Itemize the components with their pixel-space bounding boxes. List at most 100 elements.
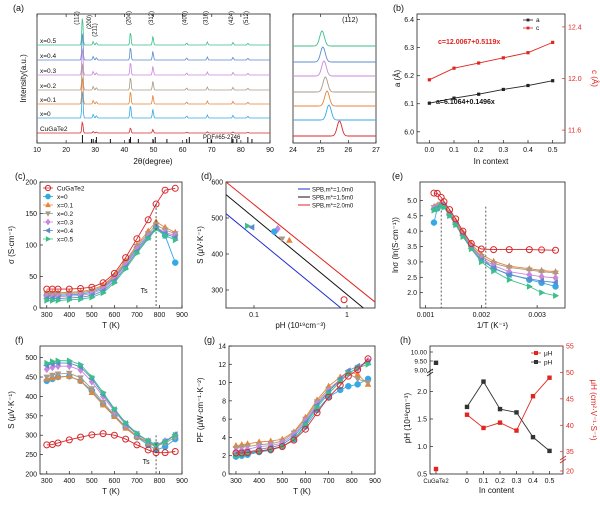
data-point: [344, 372, 352, 380]
zoom-peak-label: (112): [342, 17, 358, 24]
x-tick-label: 30: [91, 147, 99, 154]
legend-text: x=0.4: [57, 228, 73, 235]
legend-text: x=0.3: [57, 220, 73, 227]
y-tick-label: 500: [211, 216, 223, 223]
ts-label: Ts: [141, 288, 149, 295]
y2-tick-label: 50: [566, 370, 574, 377]
x-tick-label: 0.002: [473, 312, 491, 319]
data-point: [43, 374, 51, 381]
spb-line: [226, 194, 364, 308]
data-point: [134, 429, 141, 437]
data-point: [54, 285, 62, 293]
data-point: [364, 380, 372, 387]
data-point: [55, 357, 62, 365]
data-point: [44, 297, 51, 304]
y-axis-label: a (Å): [393, 70, 402, 88]
x-tick-label: 0.0: [424, 147, 434, 154]
data-point: [538, 246, 546, 254]
a-line: [429, 80, 553, 104]
panel-a-zoom: 24 25 26 27 (112): [289, 13, 380, 154]
muh-point: [433, 466, 439, 472]
data-point: [459, 227, 467, 235]
data-point: [446, 206, 454, 214]
x-tick-label: 0.1: [249, 312, 259, 319]
legend-text: SPB,m*=1.0m0: [312, 188, 354, 194]
x-axis-label: In content: [479, 486, 515, 495]
legend-swatch-marker: [526, 26, 530, 30]
x-tick-label: 0.4: [523, 147, 533, 154]
data-point: [171, 259, 179, 266]
data-point: [145, 235, 152, 242]
measured-point: [286, 236, 293, 243]
data-point: [99, 430, 107, 438]
data-point: [468, 245, 475, 253]
x-tick-label: 0.1: [449, 147, 459, 154]
data-point: [99, 279, 107, 287]
data-point: [526, 270, 533, 279]
peak-index-label: (400): [183, 11, 189, 25]
xrd-pattern: [37, 91, 270, 119]
y-tick-label: 3.0: [407, 259, 417, 266]
xrd-series-label: x=0.2: [40, 83, 56, 90]
axis-break: [426, 371, 434, 377]
x-tick-label: 400: [63, 478, 75, 485]
y-tick-label: 2: [222, 453, 226, 460]
measured-point: [248, 224, 255, 231]
data-point: [255, 447, 263, 455]
data-point: [526, 267, 533, 274]
legend-text: pH: [544, 360, 553, 367]
fit-c-label: c=12.0067+0.5119x: [438, 39, 500, 46]
data-point: [134, 249, 141, 257]
data-point: [355, 364, 362, 372]
data-point: [133, 235, 141, 243]
c-line: [429, 41, 553, 81]
x-tick-label: 600: [300, 478, 312, 485]
y-tick-label: 12: [218, 362, 226, 369]
y2-axis-label: μH (cm²·V⁻¹·S⁻¹): [589, 379, 598, 440]
data-point: [430, 219, 438, 226]
y-tick-label: 4.5: [407, 213, 417, 220]
x-tick-label: 800: [154, 478, 166, 485]
x-axis-label: 2θ(degree): [133, 157, 172, 166]
panel-g: (g) 300 400 500 600 700 800 900 0 2 4 6 8 10 12 14 T (K)…: [196, 335, 381, 496]
zoom-pattern: [293, 76, 376, 93]
data-point: [161, 186, 169, 194]
data-point: [100, 289, 107, 297]
data-point: [152, 200, 160, 208]
panel-label: (f): [15, 335, 24, 345]
x-tick-label: 24: [289, 147, 297, 154]
y-tick-label: 2.0: [417, 389, 427, 396]
y-tick-label: 2.0: [407, 290, 417, 297]
y-tick-label: 1.0: [417, 444, 427, 451]
peak-index-label: (312): [149, 11, 155, 25]
data-point: [364, 355, 372, 363]
y2-axis-label: c (Å): [590, 70, 599, 87]
muh-point: [497, 420, 503, 425]
c-point: [501, 56, 505, 60]
y-tick-label: 14: [218, 344, 226, 351]
y-tick-label: 8: [222, 398, 226, 405]
data-point: [65, 285, 73, 293]
data-point: [491, 267, 498, 275]
y-axis-label: S (μV·K⁻¹): [7, 391, 16, 429]
plot-frame: [36, 13, 271, 144]
x-tick-label: 0.003: [528, 312, 546, 319]
ph-point: [530, 434, 536, 440]
data-point: [111, 405, 118, 413]
xrd-pattern: [37, 120, 270, 134]
x-tick-label: 800: [154, 312, 166, 319]
y2-tick-label: 35: [566, 449, 574, 456]
x-tick-label: 0.3: [512, 478, 522, 485]
data-point: [525, 275, 532, 283]
y-tick-label: 6.1: [404, 101, 414, 108]
data-point: [552, 270, 559, 277]
axis-break: [559, 458, 567, 464]
y2-tick-label: 55: [566, 344, 574, 351]
data-point: [100, 389, 107, 396]
series-line: [235, 371, 369, 447]
x-tick-label: 500: [86, 312, 98, 319]
data-point: [66, 296, 73, 304]
muh-point: [547, 375, 552, 380]
data-point: [172, 431, 179, 439]
y-tick-label: 1.5: [417, 417, 427, 424]
